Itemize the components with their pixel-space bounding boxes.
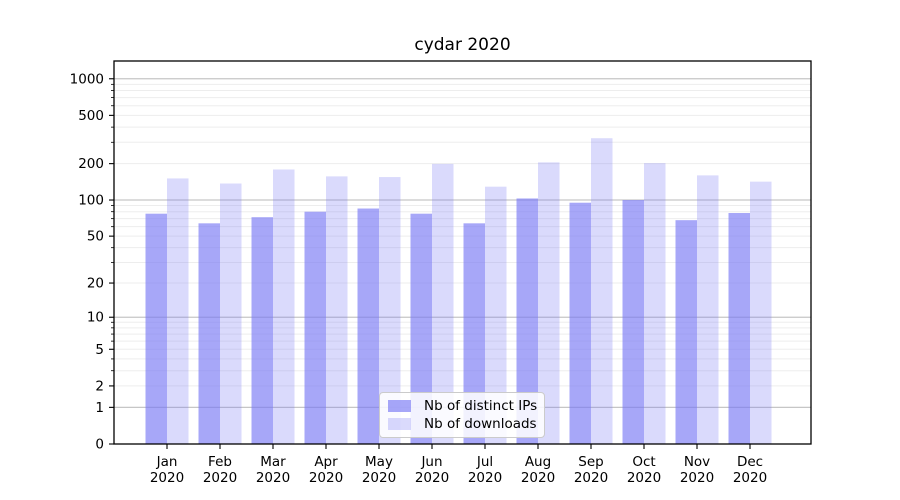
legend-swatch-distinct-ips-icon xyxy=(388,400,411,413)
legend-box: Nb of distinct IPs Nb of downloads xyxy=(379,392,545,438)
bar-distinct-ips-aug xyxy=(516,198,538,444)
x-tick-label-year: 2020 xyxy=(415,470,449,486)
bar-downloads-oct xyxy=(644,163,666,444)
x-tick-label-year: 2020 xyxy=(203,470,237,486)
bar-downloads-aug xyxy=(538,162,560,444)
bar-downloads-sep xyxy=(591,138,613,444)
bar-distinct-ips-oct xyxy=(622,200,644,444)
x-tick-label-month: Mar xyxy=(260,454,286,470)
y-tick-label: 1 xyxy=(95,400,104,416)
y-tick-label: 200 xyxy=(78,156,104,172)
legend-item-downloads: Nb of downloads xyxy=(388,415,537,432)
y-tick-label: 5 xyxy=(95,342,104,358)
bar-downloads-jan xyxy=(167,178,189,444)
x-tick-label-month: Feb xyxy=(208,454,232,470)
y-tick-label: 100 xyxy=(78,193,104,209)
bar-distinct-ips-jul xyxy=(463,223,485,444)
legend-label-downloads: Nb of downloads xyxy=(424,415,537,432)
x-tick-label-month: Apr xyxy=(314,454,338,470)
x-tick-label-month: Aug xyxy=(525,454,551,470)
bar-distinct-ips-mar xyxy=(251,217,273,444)
y-tick-label: 1000 xyxy=(70,71,104,87)
x-tick-label-year: 2020 xyxy=(256,470,290,486)
x-tick-label-year: 2020 xyxy=(680,470,714,486)
legend-label-distinct-ips: Nb of distinct IPs xyxy=(424,398,538,415)
bar-distinct-ips-may xyxy=(357,208,379,444)
y-tick-label: 500 xyxy=(78,108,104,124)
x-tick-label-month: May xyxy=(365,454,393,470)
bar-downloads-jun xyxy=(432,163,454,444)
y-tick-label: 10 xyxy=(87,310,104,326)
plot-border xyxy=(113,60,812,445)
x-tick-label-month: Oct xyxy=(632,454,655,470)
bar-distinct-ips-feb xyxy=(198,223,220,444)
legend-swatch-downloads-icon xyxy=(388,417,411,430)
x-tick-label-year: 2020 xyxy=(574,470,608,486)
legend-item-distinct-ips: Nb of distinct IPs xyxy=(388,398,538,415)
bar-downloads-feb xyxy=(220,183,242,444)
y-tick-label: 50 xyxy=(87,229,104,245)
y-tick-label: 20 xyxy=(87,276,104,292)
x-tick-label-month: Dec xyxy=(737,454,763,470)
bar-distinct-ips-jun xyxy=(410,213,432,444)
x-tick-label-month: Sep xyxy=(578,454,603,470)
x-tick-label-year: 2020 xyxy=(627,470,661,486)
y-tick-label: 2 xyxy=(95,378,104,394)
x-tick-label-month: Jul xyxy=(476,454,493,470)
x-tick-label-month: Jan xyxy=(156,454,178,470)
bar-distinct-ips-jan xyxy=(145,213,167,444)
bar-downloads-nov xyxy=(697,175,719,444)
bar-distinct-ips-apr xyxy=(304,211,326,444)
x-tick-label-year: 2020 xyxy=(733,470,767,486)
chart-title: cydar 2020 xyxy=(414,35,511,55)
bar-distinct-ips-sep xyxy=(569,202,591,444)
x-tick-label-year: 2020 xyxy=(362,470,396,486)
bar-downloads-jul xyxy=(485,186,507,445)
bar-downloads-mar xyxy=(273,169,295,444)
x-tick-label-year: 2020 xyxy=(309,470,343,486)
bar-distinct-ips-nov xyxy=(675,220,697,444)
x-tick-label-year: 2020 xyxy=(468,470,502,486)
x-tick-label-year: 2020 xyxy=(521,470,555,486)
x-tick-label-month: Jun xyxy=(420,454,442,470)
x-tick-label-year: 2020 xyxy=(150,470,184,486)
y-tick-label: 0 xyxy=(95,437,104,453)
bar-downloads-apr xyxy=(326,176,348,444)
x-tick-label-month: Nov xyxy=(684,454,710,470)
bar-distinct-ips-dec xyxy=(728,213,750,444)
bar-downloads-dec xyxy=(750,181,772,444)
bar-downloads-may xyxy=(379,177,401,444)
